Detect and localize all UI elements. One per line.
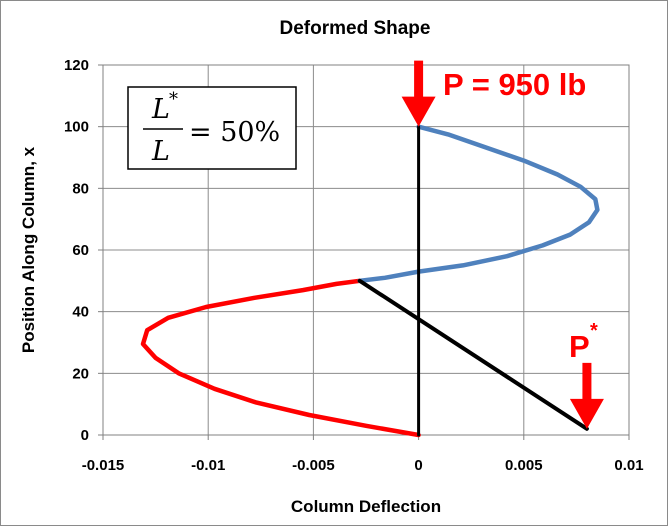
x-tick-label-4: 0.005 xyxy=(505,457,543,474)
follower-load-label: P * xyxy=(569,320,598,364)
y-tick-label-5: 100 xyxy=(64,119,89,136)
series-line-1 xyxy=(357,124,600,284)
x-tick-label-0: -0.015 xyxy=(82,457,125,474)
series-line-0 xyxy=(140,278,421,438)
chart-title: Deformed Shape xyxy=(280,18,431,39)
load-arrows xyxy=(401,60,604,429)
x-tick-label-5: 0.01 xyxy=(614,457,643,474)
follower-load-arrow xyxy=(569,362,604,429)
x-tick-label-1: -0.01 xyxy=(191,457,225,474)
y-tick-label-2: 40 xyxy=(72,304,89,321)
x-axis-label: Column Deflection xyxy=(291,497,441,516)
ratio-star: * xyxy=(169,89,178,110)
x-tick-label-2: -0.005 xyxy=(292,457,335,474)
x-axis-ticks: -0.015 -0.01 -0.005 0 0.005 0.01 xyxy=(82,435,644,474)
y-tick-label-1: 20 xyxy=(72,365,89,382)
y-axis-label: Position Along Column, x xyxy=(19,146,38,353)
ratio-value: = 50% xyxy=(189,117,280,148)
ratio-annotation: L * L = 50% xyxy=(127,86,297,170)
series-line-3 xyxy=(357,278,589,431)
y-tick-label-4: 80 xyxy=(72,180,89,197)
y-tick-label-0: 0 xyxy=(81,427,89,444)
data-series xyxy=(140,124,600,438)
y-tick-label-3: 60 xyxy=(72,242,89,259)
x-tick-label-3: 0 xyxy=(414,457,422,474)
y-tick-label-6: 120 xyxy=(64,57,89,74)
applied-load-arrow xyxy=(401,60,436,127)
ratio-denominator: L xyxy=(151,136,170,167)
follower-load-symbol: P xyxy=(569,329,590,364)
applied-load-label: P = 950 lb xyxy=(443,67,586,102)
follower-load-star: * xyxy=(590,320,598,342)
y-axis-ticks: 0 20 40 60 80 100 120 xyxy=(64,57,103,444)
ratio-box-border xyxy=(127,86,297,170)
ratio-numerator: L xyxy=(151,94,170,125)
